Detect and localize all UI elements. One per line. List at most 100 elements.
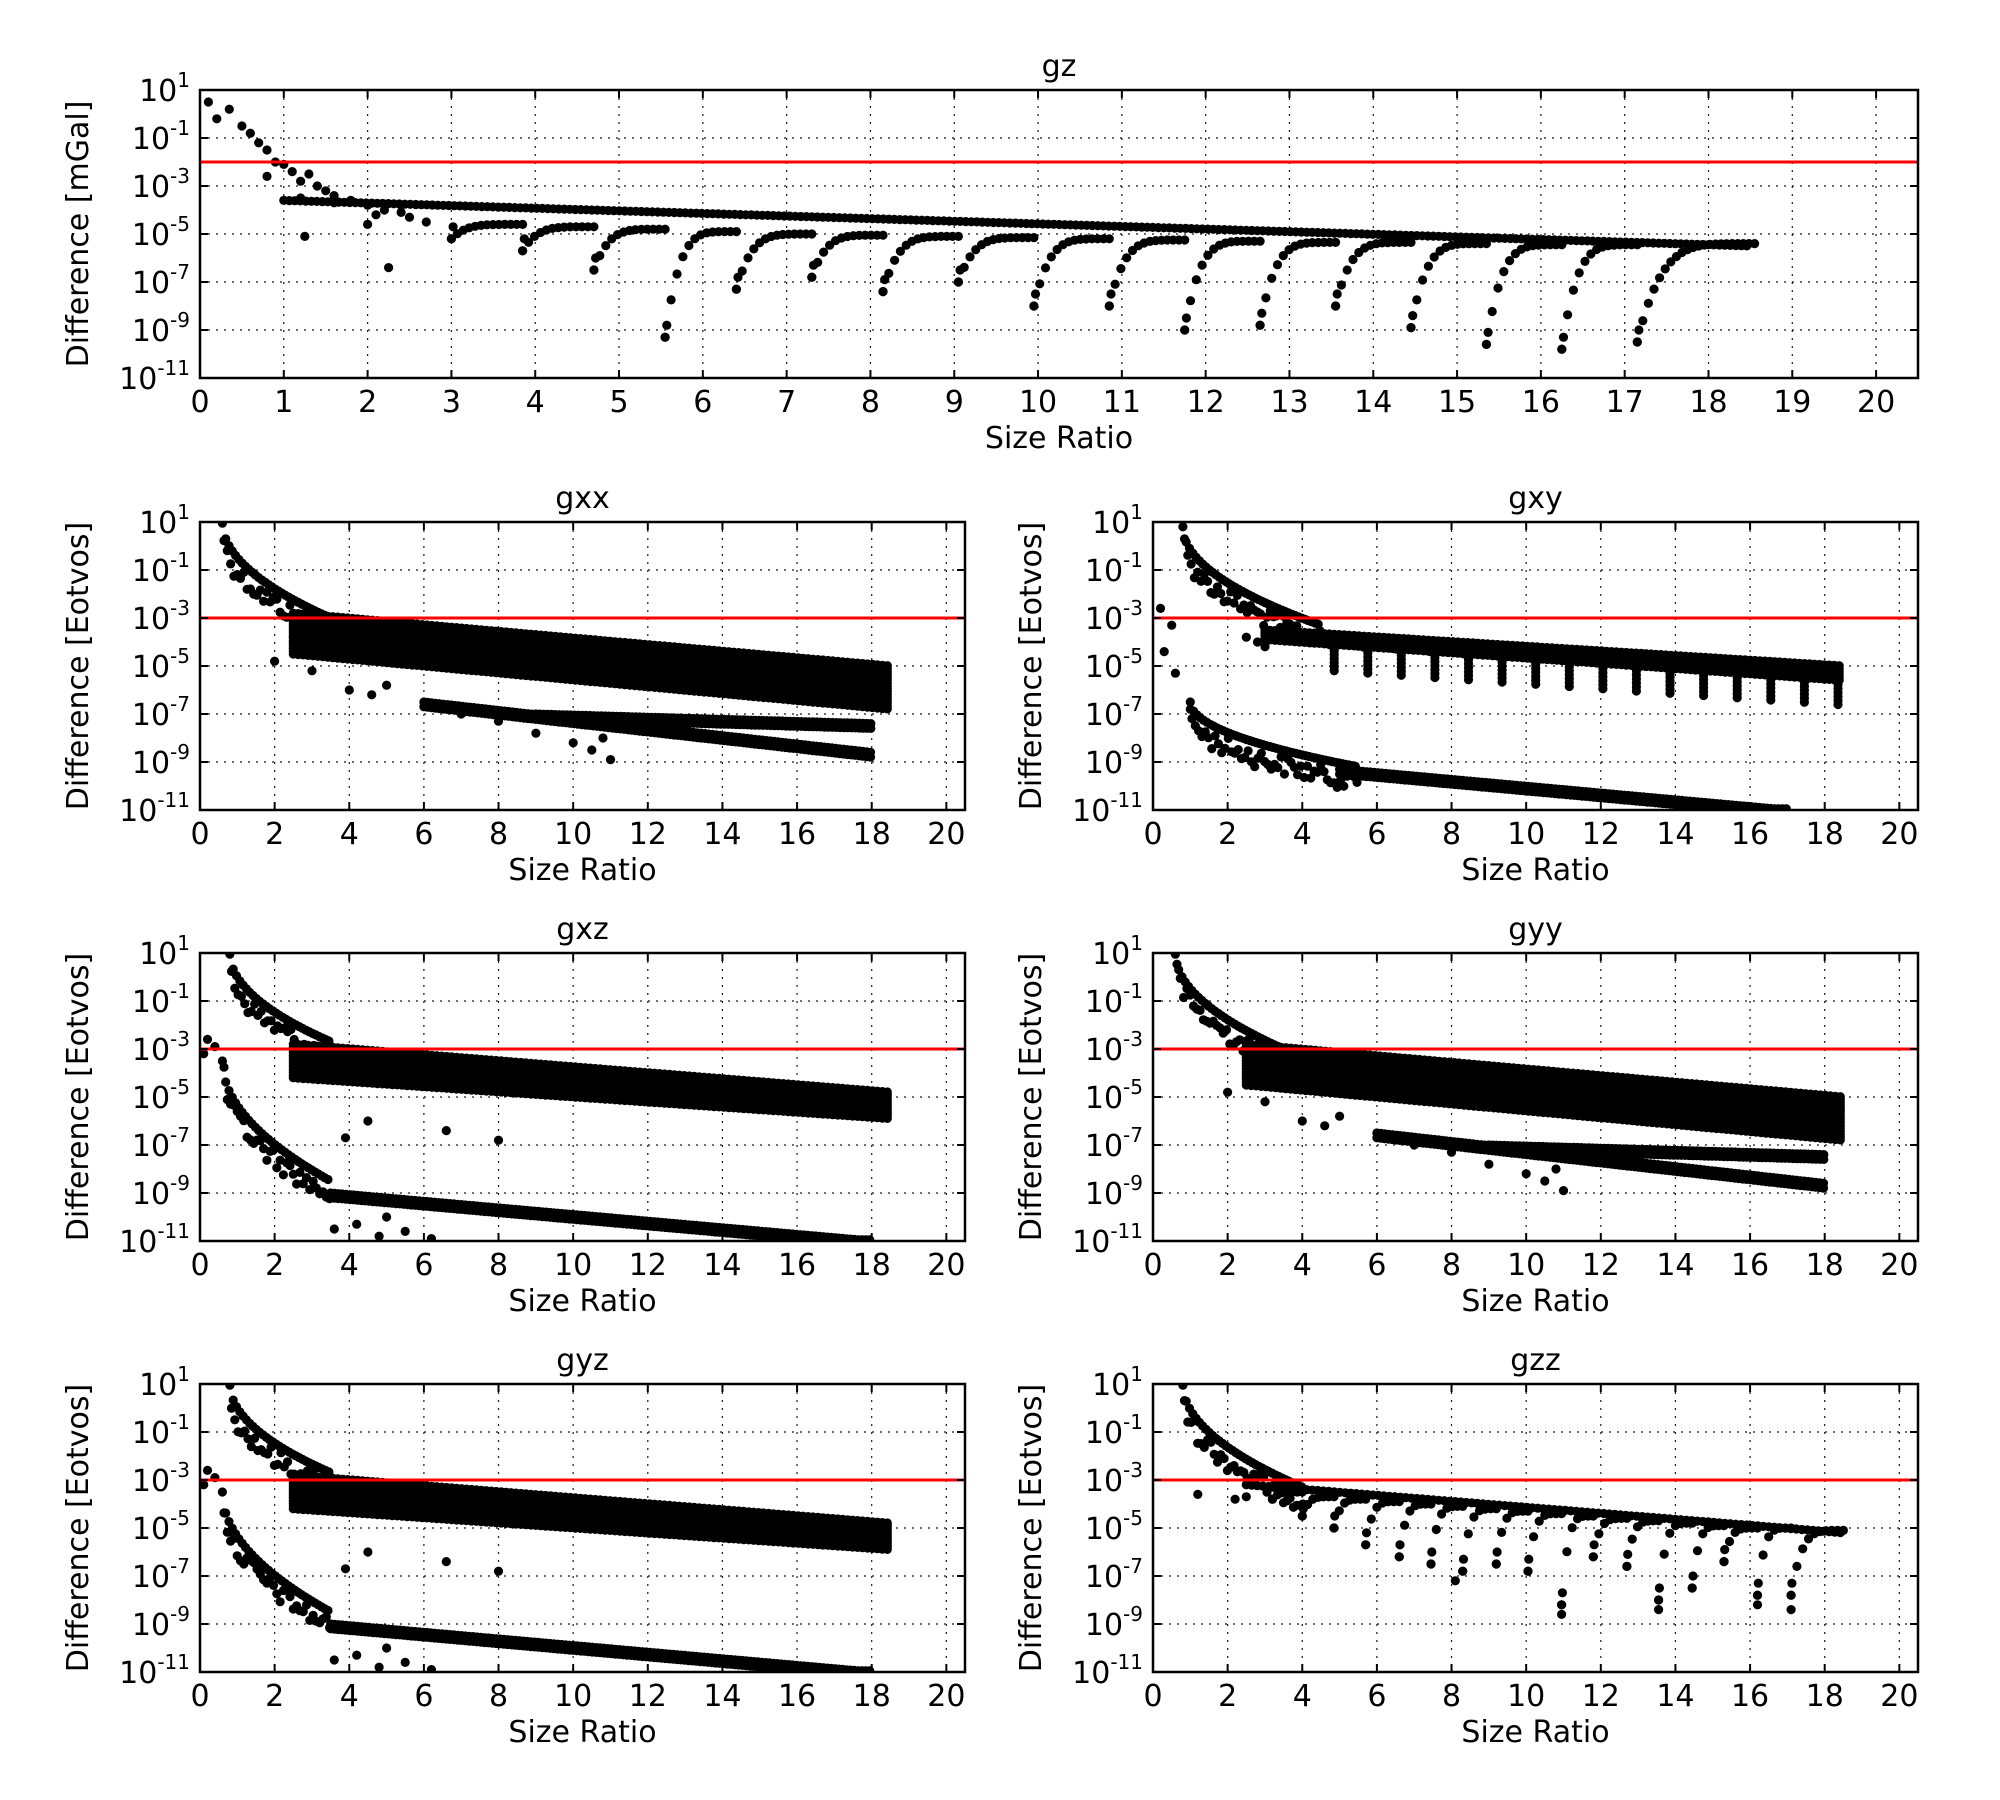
data-point [237,121,247,131]
data-point [1634,325,1644,335]
x-tick-label: 6 [414,817,433,852]
y-tick-label: 10-7 [132,260,190,301]
data-point [662,320,672,330]
x-tick-label: 0 [190,385,209,420]
data-point [1499,267,1509,277]
data-point [1255,320,1265,330]
data-point [953,277,964,287]
y-tick-exponent: -3 [170,164,190,188]
data-point [259,596,269,606]
data-point [1207,744,1217,754]
panel-gxz: 0 2 4 6 8 10 12 14 16 18 2010110-110-310-510-710-9… [61,912,967,1319]
data-point [1186,559,1196,569]
y-tick-exponent: -7 [170,692,190,716]
y-axis-label: Difference [Eotvos] [61,522,96,810]
data-point [384,263,394,273]
x-tick-label: 17 [1606,385,1644,420]
x-tick-label: 18 [1689,385,1727,420]
data-point [1563,310,1573,320]
data-point [1487,306,1497,317]
y-tick-exponent: 1 [1130,500,1143,524]
y-tick-exponent: -9 [170,740,190,764]
data-point [371,210,381,220]
data-point [1261,293,1271,303]
data-point [1406,323,1416,333]
data-point [1531,679,1541,689]
data-point [1497,677,1507,687]
data-point [1632,240,1642,250]
data-point [1429,252,1439,262]
data-point [1481,239,1491,249]
y-tick-base: 10 [132,602,170,637]
x-tick-label: 19 [1773,385,1811,420]
data-point [808,260,819,270]
data-point [1306,773,1316,783]
data-point [672,269,682,279]
data-point [1185,697,1195,707]
x-tick-label: 2 [265,817,284,852]
data-point [1250,762,1260,772]
y-tick-exponent: -11 [157,356,190,380]
y-tick-base: 10 [1085,650,1123,685]
data-point [882,704,892,714]
y-tick-label: 10-1 [1085,548,1143,589]
data-point [1564,681,1574,692]
y-tick-label: 10-3 [1085,596,1143,637]
y-tick-label: 10-5 [132,212,190,253]
y-tick-base: 10 [132,554,170,589]
data-point [1299,772,1309,783]
data-points [1155,522,1844,810]
y-tick-base: 10 [132,170,170,205]
data-points [217,522,892,765]
data-point [240,999,250,1009]
x-tick-label: 0 [190,817,209,852]
data-point [1040,263,1051,273]
data-point [819,247,829,257]
data-point [1396,670,1406,680]
data-point [743,253,753,263]
data-point [1180,235,1190,245]
panel-gxy: 0 2 4 6 8 10 12 14 16 18 2010110-110-310-510-710-9… [1014,481,1920,888]
x-tick-label: 2 [358,385,377,420]
data-point [605,755,616,765]
data-point [456,709,466,719]
data-point [421,217,431,227]
data-point [1505,256,1515,266]
data-point [1781,804,1791,810]
data-point [895,246,906,256]
data-point [262,171,272,181]
data-point [307,666,317,676]
panel-gxx: 0 2 4 6 8 10 12 14 16 18 2010110-110-310-510-710-9… [61,481,967,888]
data-point [1631,686,1641,696]
data-point [955,265,965,275]
y-tick-base: 10 [132,746,170,781]
data-point [1660,264,1670,274]
data-point [660,224,670,234]
y-tick-base: 10 [119,794,157,829]
y-tick-exponent: -5 [1123,644,1143,668]
data-point [953,231,964,241]
data-point [363,219,373,229]
data-point [1558,332,1569,342]
data-point [245,128,255,138]
data-point [660,332,670,342]
data-point [965,252,975,262]
data-point [1267,273,1277,283]
data-point [1430,672,1440,683]
data-point [212,114,222,124]
data-point [1732,693,1742,703]
y-tick-exponent: -11 [1110,788,1143,812]
data-point [1568,285,1578,295]
data-point [568,738,578,748]
panel-gz: 0 1 2 3 4 5 6 7 8 9 10 11 12 13 14 15 16 17 18 19 2010110-11… [61,49,1920,456]
data-point [1203,576,1213,587]
y-tick-label: 10-3 [132,164,190,205]
x-tick-label: 4 [340,817,359,852]
panel-title: gz [1042,49,1077,84]
data-point [1302,761,1313,771]
data-point [878,230,888,240]
data-point [598,733,608,743]
data-point [448,222,458,232]
data-points [203,97,1760,354]
data-point [587,745,597,755]
